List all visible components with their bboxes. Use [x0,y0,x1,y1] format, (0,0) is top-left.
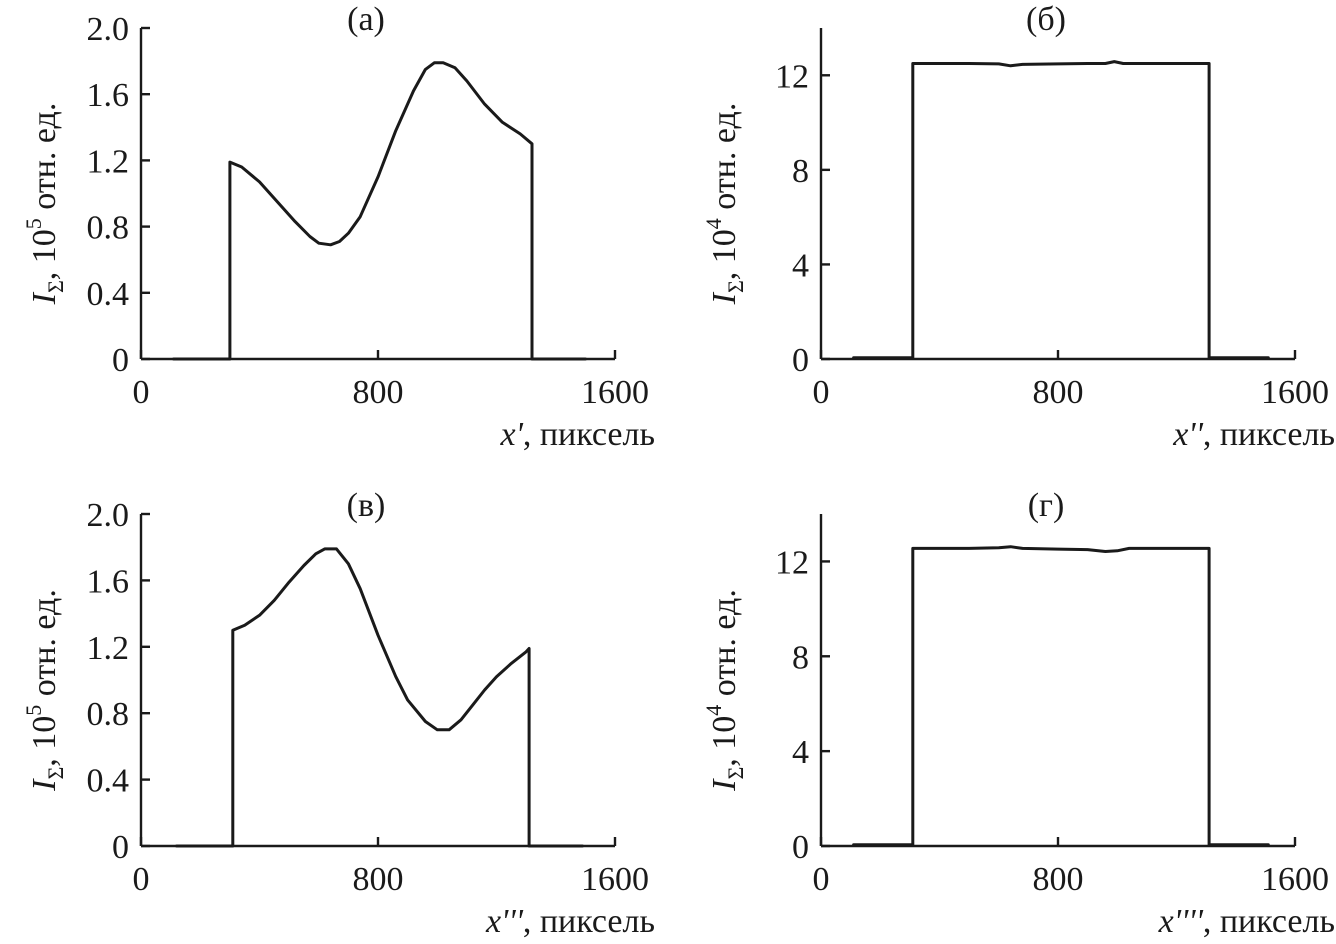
panel-label: (г) [1028,487,1065,524]
y-tick-label: 8 [792,639,809,676]
x-tick-label: 800 [353,861,404,898]
series-line [852,545,1270,847]
x-axis-label: x'''', пиксель [1158,903,1335,940]
panel-3: 0 0.4 0.8 1.2 1.6 2.0 0 800 1600 (в) IΣ, 105 отн. … [21,487,655,940]
y-tick-label: 4 [792,734,809,771]
panel-label: (в) [347,487,386,524]
y-axis-label-sup: 5 [21,705,46,716]
x-tick-label: 800 [1033,374,1084,411]
series-line [852,60,1270,360]
series-line [172,61,587,361]
y-tick-label: 2.0 [87,11,130,48]
y-tick-label: 12 [775,544,809,581]
y-axis-label: IΣ, 104 отн. ед. [701,103,748,306]
y-axis-label-sub: Σ [43,767,68,780]
x-tick-label: 1600 [1261,861,1329,898]
y-tick-label: 1.2 [87,630,130,667]
x-axis-label: x', пиксель [499,416,655,453]
y-tick-label: 1.6 [87,77,130,114]
y-axis-label-sub: Σ [43,280,68,293]
panel-label: (б) [1026,1,1066,38]
x-axis-label-var: x'' [1172,416,1203,453]
y-tick-label: 0 [112,342,129,379]
y-axis-label-unit: отн. ед. [26,589,63,705]
x-axis-label-unit: , пиксель [523,903,655,940]
y-axis-label-sup: 4 [701,218,726,229]
y-axis-label-var: I [26,291,63,305]
x-tick-label: 0 [813,374,830,411]
x-tick-label: 0 [813,861,830,898]
y-tick-label: 1.2 [87,143,130,180]
y-axis-label-prefix: , 10 [26,716,63,767]
y-tick-label: 0.4 [87,276,130,313]
y-axis-label-sub: Σ [723,767,748,780]
x-tick-label: 1600 [581,861,649,898]
y-axis-label: IΣ, 104 отн. ед. [701,589,748,792]
y-axis-label-unit: отн. ед. [26,103,63,219]
y-tick-label: 0 [792,829,809,866]
x-axis-label-unit: , пиксель [523,416,655,453]
y-axis-label-unit: отн. ед. [706,589,743,705]
y-tick-label: 0.8 [87,210,130,247]
x-axis-label-var: x'''' [1158,903,1204,940]
y-tick-label: 8 [792,153,809,190]
x-tick-label: 1600 [1261,374,1329,411]
x-axis-label: x'', пиксель [1172,416,1335,453]
y-tick-label: 0.8 [87,696,130,733]
x-tick-label: 1600 [581,374,649,411]
y-tick-label: 1.6 [87,563,130,600]
y-axis-label-var: I [706,291,743,305]
panel-label: (а) [347,1,385,38]
x-axis-label-unit: , пиксель [1203,416,1335,453]
x-tick-label: 0 [133,861,150,898]
x-axis-label-unit: , пиксель [1203,903,1335,940]
y-tick-label: 2.0 [87,497,130,534]
x-tick-label: 0 [133,374,150,411]
x-axis-label-var: x''' [485,903,524,940]
x-tick-label: 800 [1033,861,1084,898]
y-axis-label-prefix: , 10 [26,229,63,280]
y-axis-label-prefix: , 10 [706,716,743,767]
y-axis-label-sup: 5 [21,218,46,229]
y-axis-label-unit: отн. ед. [706,103,743,219]
y-tick-label: 4 [792,247,809,284]
series-line [175,547,584,848]
y-axis-label-prefix: , 10 [706,229,743,280]
y-tick-label: 0.4 [87,763,130,800]
y-axis-label-var: I [26,778,63,792]
y-axis-label-var: I [706,778,743,792]
x-axis-label-var: x' [499,416,523,453]
panel-1: 0 0.4 0.8 1.2 1.6 2.0 0 800 1600 (а) IΣ, 105 отн. … [21,1,655,453]
y-axis-label: IΣ, 105 отн. ед. [21,103,68,306]
y-axis-label-sub: Σ [723,280,748,293]
y-tick-label: 0 [792,342,809,379]
y-axis-label-sup: 4 [701,705,726,716]
x-axis-label: x''', пиксель [485,903,655,940]
y-axis-label: IΣ, 105 отн. ед. [21,589,68,792]
x-tick-label: 800 [353,374,404,411]
y-tick-label: 12 [775,58,809,95]
y-tick-label: 0 [112,829,129,866]
